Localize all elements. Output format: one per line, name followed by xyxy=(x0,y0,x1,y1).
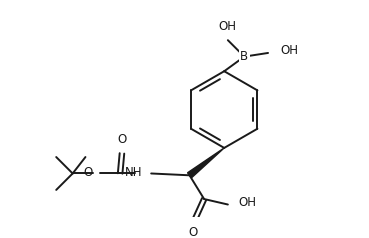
Text: OH: OH xyxy=(219,20,237,33)
Text: O: O xyxy=(189,226,198,238)
Text: OH: OH xyxy=(281,44,299,57)
Text: O: O xyxy=(117,133,127,146)
Text: OH: OH xyxy=(239,196,257,209)
Text: O: O xyxy=(83,166,93,179)
Text: NH: NH xyxy=(125,166,142,179)
Polygon shape xyxy=(187,148,224,178)
Text: B: B xyxy=(240,50,248,63)
